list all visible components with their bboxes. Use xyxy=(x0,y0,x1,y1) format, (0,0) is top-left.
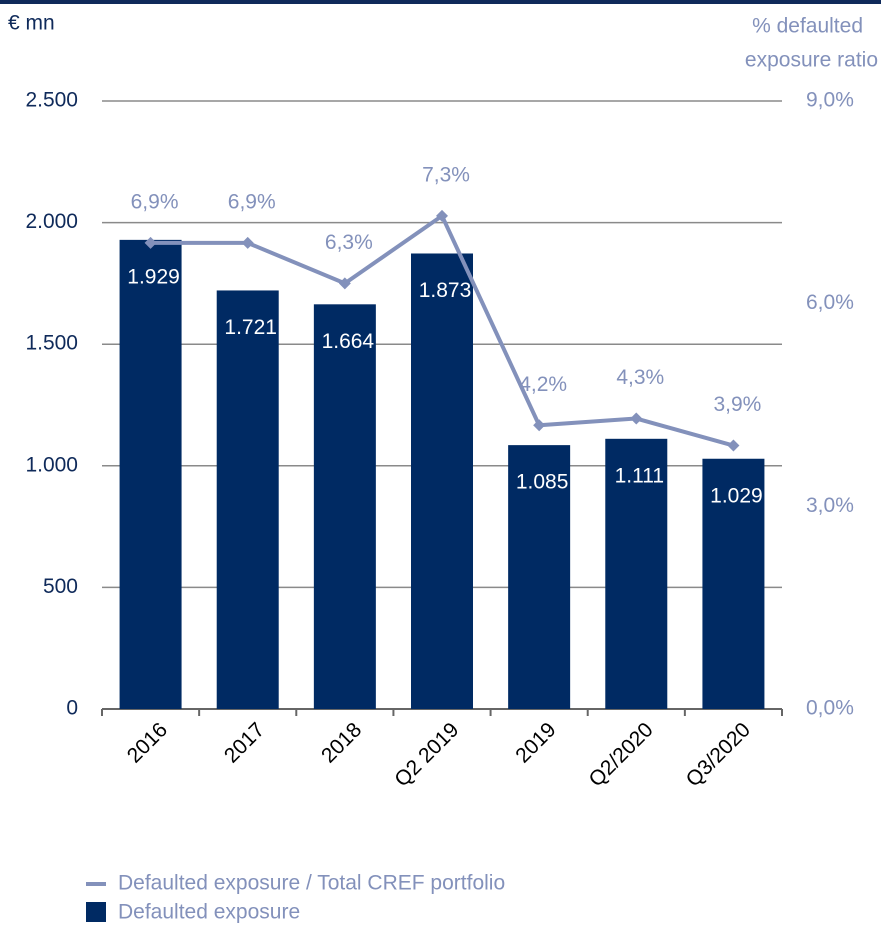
line-value-label: 4,3% xyxy=(616,366,664,389)
bar xyxy=(313,304,376,709)
line-point xyxy=(241,236,254,249)
bar-value-label: 1.873 xyxy=(419,279,472,302)
line-point xyxy=(727,439,740,452)
line-value-label: 6,9% xyxy=(228,190,276,213)
bar xyxy=(216,290,279,709)
y-tick-label: 1.500 xyxy=(25,332,78,355)
y2-tick-label: 3,0% xyxy=(806,494,854,517)
y2-tick-label: 0,0% xyxy=(806,697,854,720)
y2-tick-label: 9,0% xyxy=(806,89,854,112)
y-tick-label: 1.000 xyxy=(25,453,78,476)
bar xyxy=(702,458,765,709)
line-value-label: 4,2% xyxy=(519,373,567,396)
legend-swatch xyxy=(86,902,106,922)
y-tick-label: 500 xyxy=(43,575,78,598)
y2-axis-label: % defaulted xyxy=(752,15,863,38)
x-tick-label: 2017 xyxy=(220,718,269,767)
bar-value-label: 1.029 xyxy=(710,484,763,507)
line-point xyxy=(533,419,546,432)
x-tick-label: 2019 xyxy=(511,718,560,767)
bar xyxy=(605,438,668,709)
line-point xyxy=(338,277,351,290)
y-tick-label: 0 xyxy=(66,697,78,720)
bar-value-label: 1.721 xyxy=(224,316,277,339)
legend-label: Defaulted exposure / Total CREF portfoli… xyxy=(118,872,505,895)
bar-value-label: 1.664 xyxy=(322,330,375,353)
line-value-label: 6,9% xyxy=(131,190,179,213)
line-value-label: 6,3% xyxy=(325,231,373,254)
bar-value-label: 1.929 xyxy=(127,265,180,288)
line-value-label: 3,9% xyxy=(713,393,761,416)
y-axis-label: € mn xyxy=(8,12,55,35)
line-value-label: 7,3% xyxy=(422,163,470,186)
bar xyxy=(411,253,473,710)
top-rule xyxy=(0,0,881,4)
bar-value-label: 1.085 xyxy=(516,471,569,494)
y2-axis-label: exposure ratio xyxy=(745,49,878,72)
y-tick-label: 2.500 xyxy=(25,89,78,112)
legend-label: Defaulted exposure xyxy=(118,901,300,924)
x-tick-label: Q2/2020 xyxy=(585,718,658,791)
line-point xyxy=(436,209,448,222)
line-point xyxy=(630,412,643,425)
line-point xyxy=(144,236,157,249)
x-tick-label: 2018 xyxy=(317,718,366,767)
bar xyxy=(119,239,182,710)
bar-value-label: 1.111 xyxy=(615,464,664,487)
y2-tick-label: 6,0% xyxy=(806,291,854,314)
bar xyxy=(508,445,571,709)
x-tick-label: 2016 xyxy=(123,718,172,767)
x-tick-label: Q2 2019 xyxy=(390,718,463,791)
x-tick-label: Q3/2020 xyxy=(682,718,755,791)
y-tick-label: 2.000 xyxy=(25,210,78,233)
